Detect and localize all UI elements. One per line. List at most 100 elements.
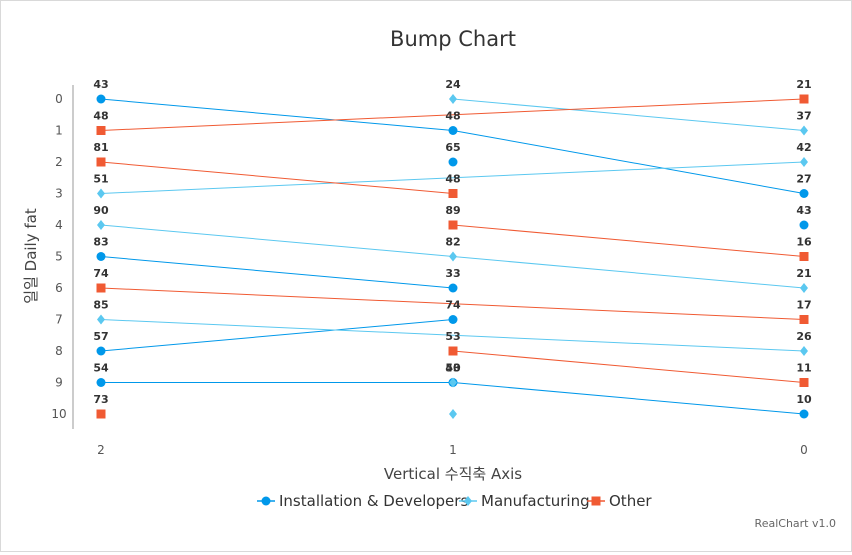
legend-label: Installation & Developers	[279, 492, 468, 510]
data-point[interactable]	[799, 252, 809, 261]
series-line	[100, 161, 454, 194]
data-label: 24	[445, 78, 461, 91]
data-point[interactable]	[799, 220, 809, 230]
series-line	[100, 98, 805, 131]
series-line	[452, 350, 805, 383]
legend-item[interactable]: Manufacturing	[459, 492, 590, 510]
data-point[interactable]	[799, 189, 809, 198]
data-point[interactable]	[448, 346, 458, 356]
data-label: 53	[445, 330, 460, 343]
data-label: 48	[445, 110, 460, 123]
data-point[interactable]	[799, 378, 809, 387]
data-label: 51	[93, 173, 108, 186]
y-tick-label: 6	[55, 281, 63, 295]
data-label: 16	[796, 236, 812, 249]
legend-item[interactable]: Installation & Developers	[257, 492, 468, 510]
series-line	[101, 382, 805, 415]
legend-marker-icon[interactable]	[464, 496, 472, 506]
y-tick-label: 7	[55, 313, 63, 327]
data-point[interactable]	[449, 251, 457, 262]
data-point[interactable]	[449, 409, 457, 419]
series-line	[100, 287, 805, 320]
data-point[interactable]	[448, 189, 458, 198]
data-point[interactable]	[96, 409, 106, 419]
data-label: 33	[445, 267, 460, 280]
data-point[interactable]	[97, 188, 105, 199]
data-point[interactable]	[97, 314, 105, 325]
data-label: 85	[93, 299, 108, 312]
legend-item[interactable]: Other	[587, 492, 652, 510]
series-line	[100, 161, 805, 194]
data-point[interactable]	[449, 377, 457, 388]
data-label: 43	[93, 78, 108, 91]
data-label: 82	[445, 236, 460, 249]
data-label: 73	[93, 393, 108, 406]
data-point[interactable]	[448, 315, 458, 324]
legend-label: Manufacturing	[481, 492, 590, 510]
data-point[interactable]	[799, 409, 809, 419]
data-point[interactable]	[800, 283, 808, 293]
series-line	[100, 256, 454, 289]
data-point[interactable]	[96, 346, 106, 356]
y-tick-label: 2	[55, 155, 63, 169]
data-labels: 43 48 27 83 33 57 74 54 50 10 65 43 24 37 51 42 90 82 21 85…	[93, 78, 812, 406]
series-line	[452, 98, 805, 131]
data-point[interactable]	[96, 283, 106, 293]
y-tick-label: 5	[55, 250, 63, 264]
chart-title: Bump Chart	[390, 27, 516, 51]
x-axis-ticks: 2 1 0	[97, 443, 808, 457]
series-markers	[96, 94, 809, 419]
legend-label: Other	[609, 492, 652, 510]
data-point[interactable]	[96, 94, 106, 104]
data-label: 42	[796, 141, 811, 154]
legend-marker-icon[interactable]	[261, 496, 271, 506]
data-label: 21	[796, 267, 811, 280]
credit-text: RealChart v1.0	[755, 517, 836, 530]
data-label: 57	[93, 330, 108, 343]
data-label: 11	[796, 362, 811, 375]
data-label: 26	[796, 330, 812, 343]
x-tick-label: 1	[449, 443, 457, 457]
y-tick-label: 10	[51, 407, 66, 421]
x-axis-title: Vertical 수직축 Axis	[384, 465, 522, 483]
data-point[interactable]	[448, 283, 458, 293]
data-label: 90	[93, 204, 109, 217]
data-label: 17	[796, 299, 811, 312]
legend-marker-icon[interactable]	[591, 496, 601, 506]
data-label: 89	[445, 204, 460, 217]
data-label: 83	[93, 236, 108, 249]
data-label: 74	[445, 299, 461, 312]
series-line	[100, 319, 805, 352]
y-tick-label: 1	[55, 124, 63, 138]
data-point[interactable]	[799, 94, 809, 104]
data-label: 48	[445, 173, 460, 186]
y-tick-label: 9	[55, 376, 63, 390]
data-point[interactable]	[96, 157, 106, 167]
data-label: 74	[93, 267, 109, 280]
data-label: 48	[93, 110, 108, 123]
data-point[interactable]	[448, 126, 458, 135]
data-point[interactable]	[448, 220, 458, 230]
data-label: 43	[445, 362, 460, 375]
data-point[interactable]	[799, 315, 809, 324]
data-point[interactable]	[449, 94, 457, 104]
data-point[interactable]	[800, 125, 808, 136]
data-label: 81	[93, 141, 108, 154]
data-label: 21	[796, 78, 811, 91]
data-point[interactable]	[800, 346, 808, 356]
data-point[interactable]	[800, 157, 808, 167]
y-tick-label: 8	[55, 344, 63, 358]
legend[interactable]: Installation & Developers Manufacturing Ot…	[257, 492, 652, 510]
data-point[interactable]	[448, 157, 458, 167]
data-label: 27	[796, 173, 811, 186]
data-label: 50	[445, 362, 461, 375]
data-point[interactable]	[96, 126, 106, 135]
data-point[interactable]	[96, 378, 106, 387]
series-line	[100, 319, 454, 352]
y-tick-label: 0	[55, 92, 63, 106]
data-point[interactable]	[97, 220, 105, 230]
data-label: 54	[93, 362, 109, 375]
data-point[interactable]	[96, 252, 106, 261]
